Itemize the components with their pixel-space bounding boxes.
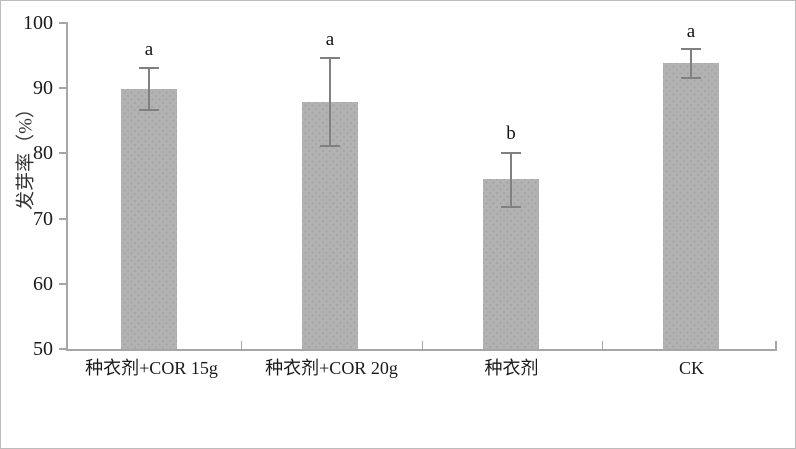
x-axis-label-1: 种衣剂+COR 20g xyxy=(265,358,398,378)
x-axis-end-tick xyxy=(775,341,777,350)
y-axis-tick xyxy=(59,218,67,220)
significance-letter-3: a xyxy=(686,21,696,42)
significance-letter-1: a xyxy=(325,29,335,50)
error-bar-stem-3 xyxy=(690,49,692,78)
bar-series-0 xyxy=(121,89,177,349)
x-axis-separator-tick xyxy=(602,341,603,350)
error-bar-cap-upper-2 xyxy=(501,152,521,154)
significance-letter-0: a xyxy=(144,39,154,60)
x-axis-label-3: CK xyxy=(678,358,704,378)
y-tick-label-80: 80 xyxy=(33,142,53,164)
bar-series-3 xyxy=(663,63,719,349)
y-axis-tick xyxy=(59,283,67,285)
x-axis-separator-tick xyxy=(422,341,423,350)
y-tick-label-70: 70 xyxy=(33,208,53,230)
error-bar-cap-lower-1 xyxy=(320,145,340,147)
error-bar-cap-upper-1 xyxy=(320,57,340,59)
y-axis-tick xyxy=(59,348,67,350)
y-axis-tick xyxy=(59,152,67,154)
error-bar-cap-upper-3 xyxy=(681,48,701,50)
x-axis-line xyxy=(66,349,777,351)
y-tick-label-100: 100 xyxy=(23,12,53,34)
y-axis-tick xyxy=(59,22,67,24)
x-axis-label-0: 种衣剂+COR 15g xyxy=(85,358,218,378)
y-tick-label-50: 50 xyxy=(33,338,53,360)
x-axis-separator-tick xyxy=(241,341,242,350)
error-bar-cap-lower-0 xyxy=(139,109,159,111)
error-bar-cap-lower-3 xyxy=(681,77,701,79)
error-bar-stem-1 xyxy=(329,58,331,146)
x-axis-label-2: 种衣剂 xyxy=(484,358,539,378)
error-bar-cap-lower-2 xyxy=(501,206,521,208)
significance-letter-2: b xyxy=(506,123,516,144)
y-axis-line xyxy=(66,22,68,351)
error-bar-stem-2 xyxy=(510,153,512,207)
y-tick-label-60: 60 xyxy=(33,273,53,295)
y-tick-label-90: 90 xyxy=(33,77,53,99)
error-bar-cap-upper-0 xyxy=(139,67,159,69)
error-bar-stem-0 xyxy=(148,68,150,110)
y-axis-tick xyxy=(59,87,67,89)
